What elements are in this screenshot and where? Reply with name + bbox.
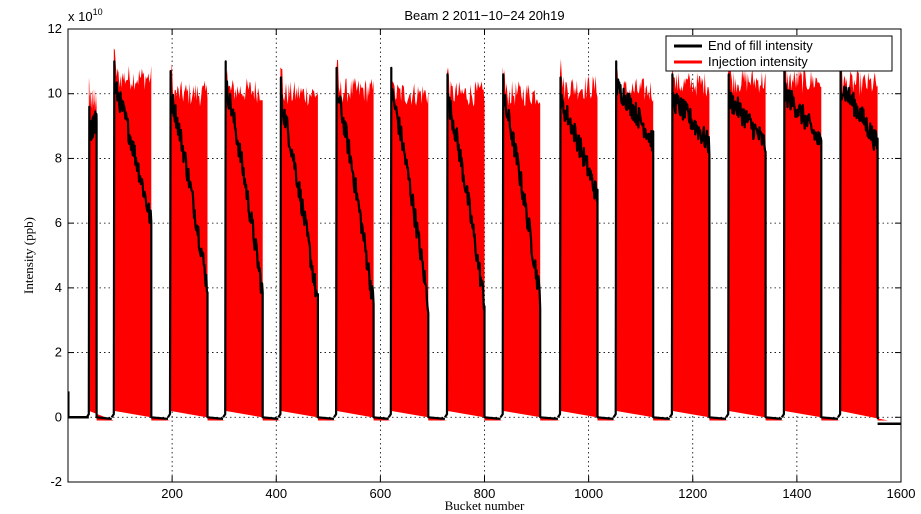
end-of-fill-train: [443, 73, 501, 420]
y-tick-label: 4: [55, 280, 62, 295]
y-axis-label: Intensity (ppb): [21, 217, 36, 294]
x-tick-label: 200: [161, 486, 183, 501]
x-tick-label: 1600: [887, 486, 916, 501]
legend: End of fill intensity Injection intensit…: [665, 35, 893, 72]
injection-train: [225, 70, 281, 421]
end-of-fill-train: [277, 76, 335, 420]
y-tick-label: 6: [55, 215, 62, 230]
end-of-fill-train: [167, 70, 224, 420]
y-tick-label: 8: [55, 150, 62, 165]
y-multiplier: x 1010: [68, 7, 103, 24]
y-tick-label: -2: [50, 474, 62, 489]
injection-train: [671, 56, 729, 421]
y-tick-label: 10: [48, 86, 62, 101]
end-of-fill-train: [725, 73, 782, 420]
y-tick-label: 2: [55, 345, 62, 360]
legend-box: [665, 35, 893, 72]
end-of-fill-train: [110, 60, 169, 420]
end-of-fill-train: [668, 73, 727, 420]
end-of-fill-train: [387, 66, 446, 420]
injection-train: [88, 76, 114, 421]
x-tick-label: 1000: [574, 486, 603, 501]
end-of-fill-train: [837, 60, 880, 420]
end-of-fill-train: [556, 76, 614, 420]
injection-train: [728, 59, 784, 421]
x-tick-label: 1400: [782, 486, 811, 501]
chart-title: Beam 2 2011−10−24 20h19: [404, 8, 564, 23]
x-tick-label: 1200: [678, 486, 707, 501]
legend-label-end-of-fill: End of fill intensity: [708, 38, 813, 53]
injection-train: [559, 58, 616, 421]
x-tick-label: 600: [370, 486, 392, 501]
x-tick-label: 400: [265, 486, 287, 501]
x-axis-label: Bucket number: [445, 498, 525, 513]
y-tick-label: 0: [55, 409, 62, 424]
y-tick-label: 12: [48, 21, 62, 36]
end-of-fill-train: [333, 66, 389, 420]
end-of-fill-train: [612, 60, 670, 420]
legend-label-injection: Injection intensity: [708, 54, 808, 69]
y-multiplier-exponent: 10: [93, 7, 103, 17]
x-tick-label: 800: [474, 486, 496, 501]
y-multiplier-base: x 10: [68, 9, 93, 24]
axis-ticks: 200 400 600 800 1000 1200 1400 1600 -2 0 2 4 6 8 10 12: [48, 21, 916, 501]
end-of-fill-train: [780, 66, 839, 420]
end-of-fill-train: [499, 73, 558, 420]
end-of-fill-train: [222, 60, 279, 420]
injection-train: [783, 52, 841, 421]
end-of-fill-train: [85, 105, 112, 420]
injection-train: [615, 67, 672, 421]
